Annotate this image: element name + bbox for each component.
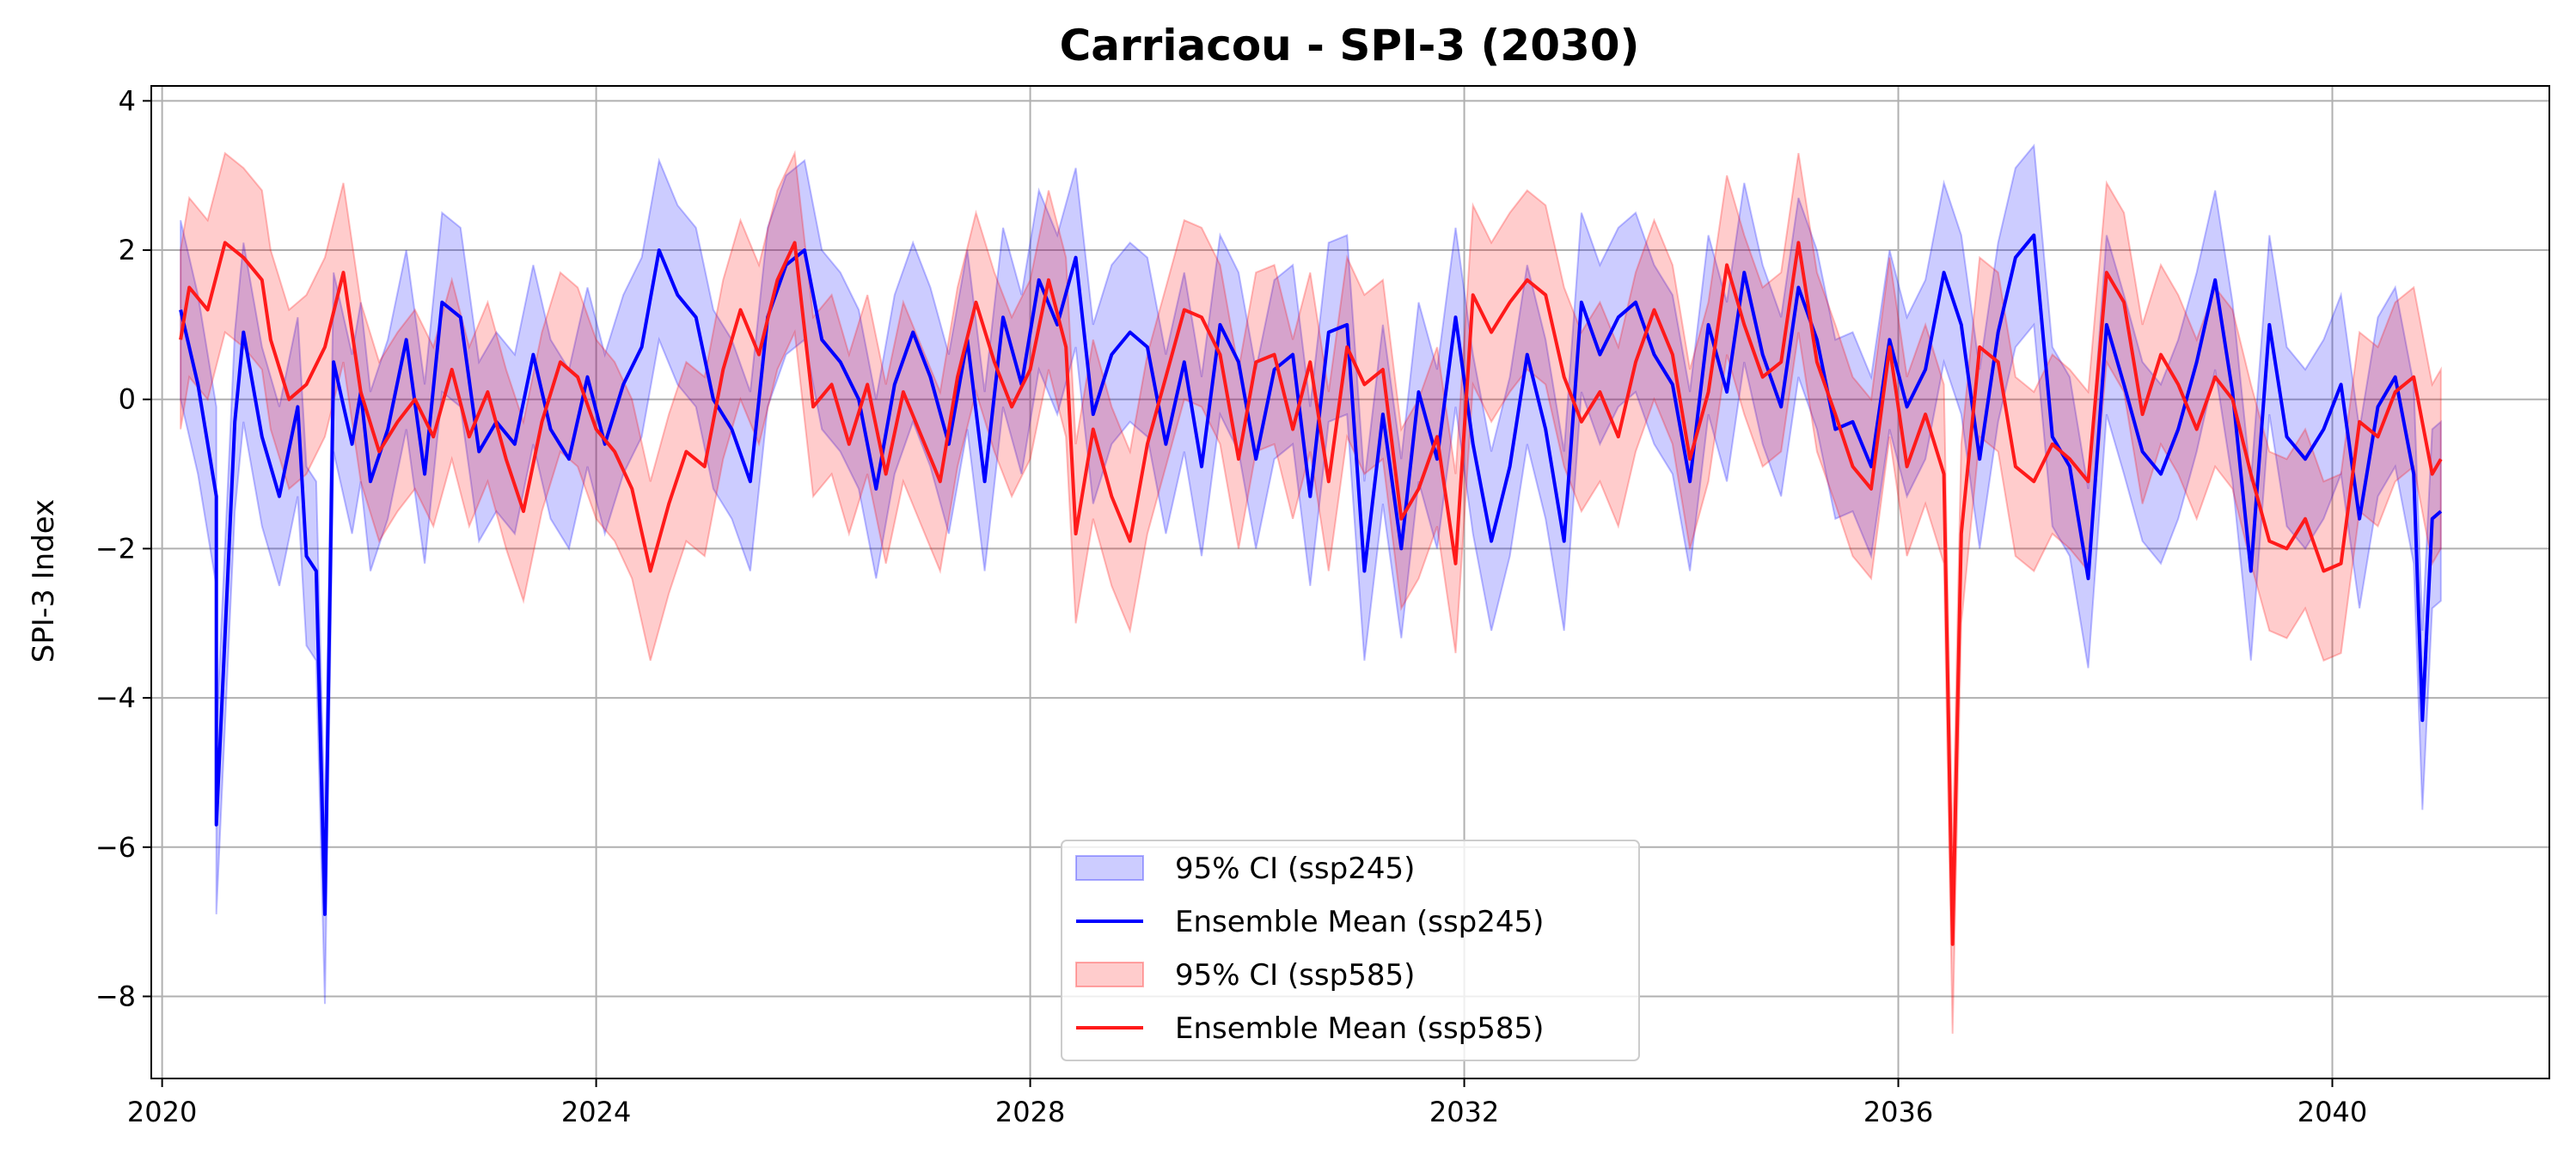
y-tick-label: −2 bbox=[95, 532, 136, 565]
legend-box bbox=[1061, 840, 1640, 1061]
ci-band-ssp585 bbox=[180, 150, 2442, 1034]
y-tick-label: 2 bbox=[119, 234, 136, 266]
grid-lines bbox=[151, 86, 2549, 1078]
legend-swatch-band bbox=[1075, 962, 1144, 987]
x-tick-label: 2028 bbox=[995, 1096, 1065, 1128]
series-lines bbox=[179, 233, 2443, 946]
x-tick-label: 2032 bbox=[1429, 1096, 1499, 1128]
y-tick-label: −4 bbox=[95, 681, 136, 714]
x-axis-ticks: 2020 2024 2028 2032 2036 2040 bbox=[127, 1078, 2367, 1128]
mean-line-ssp245 bbox=[179, 233, 2443, 916]
y-tick-label: −8 bbox=[95, 980, 136, 1012]
plot-frame bbox=[150, 85, 2550, 1079]
y-axis-ticks: 4 2 0 −2 −4 −6 −8 bbox=[95, 84, 151, 1012]
legend-label: Ensemble Mean (ssp245) bbox=[1175, 905, 1544, 939]
y-tick-label: −6 bbox=[95, 831, 136, 864]
legend: 95% CI (ssp245) Ensemble Mean (ssp245) 95%… bbox=[1061, 840, 1640, 1061]
mean-line-ssp585 bbox=[179, 241, 2443, 946]
x-tick-label: 2020 bbox=[127, 1096, 197, 1128]
y-tick-label: 0 bbox=[119, 383, 136, 416]
chart-title: Carriacou - SPI-3 (2030) bbox=[1060, 21, 1640, 70]
ci-band-ssp245 bbox=[180, 143, 2442, 1005]
legend-label: Ensemble Mean (ssp585) bbox=[1175, 1011, 1544, 1046]
y-axis-label: SPI-3 Index bbox=[27, 499, 61, 663]
y-tick-label: 4 bbox=[119, 84, 136, 117]
legend-swatch-band bbox=[1075, 855, 1144, 881]
x-tick-label: 2036 bbox=[1863, 1096, 1933, 1128]
x-tick-label: 2024 bbox=[561, 1096, 631, 1128]
x-tick-label: 2040 bbox=[2298, 1096, 2367, 1128]
legend-label: 95% CI (ssp585) bbox=[1175, 958, 1415, 993]
confidence-bands bbox=[180, 143, 2442, 1034]
legend-label: 95% CI (ssp245) bbox=[1175, 852, 1415, 886]
